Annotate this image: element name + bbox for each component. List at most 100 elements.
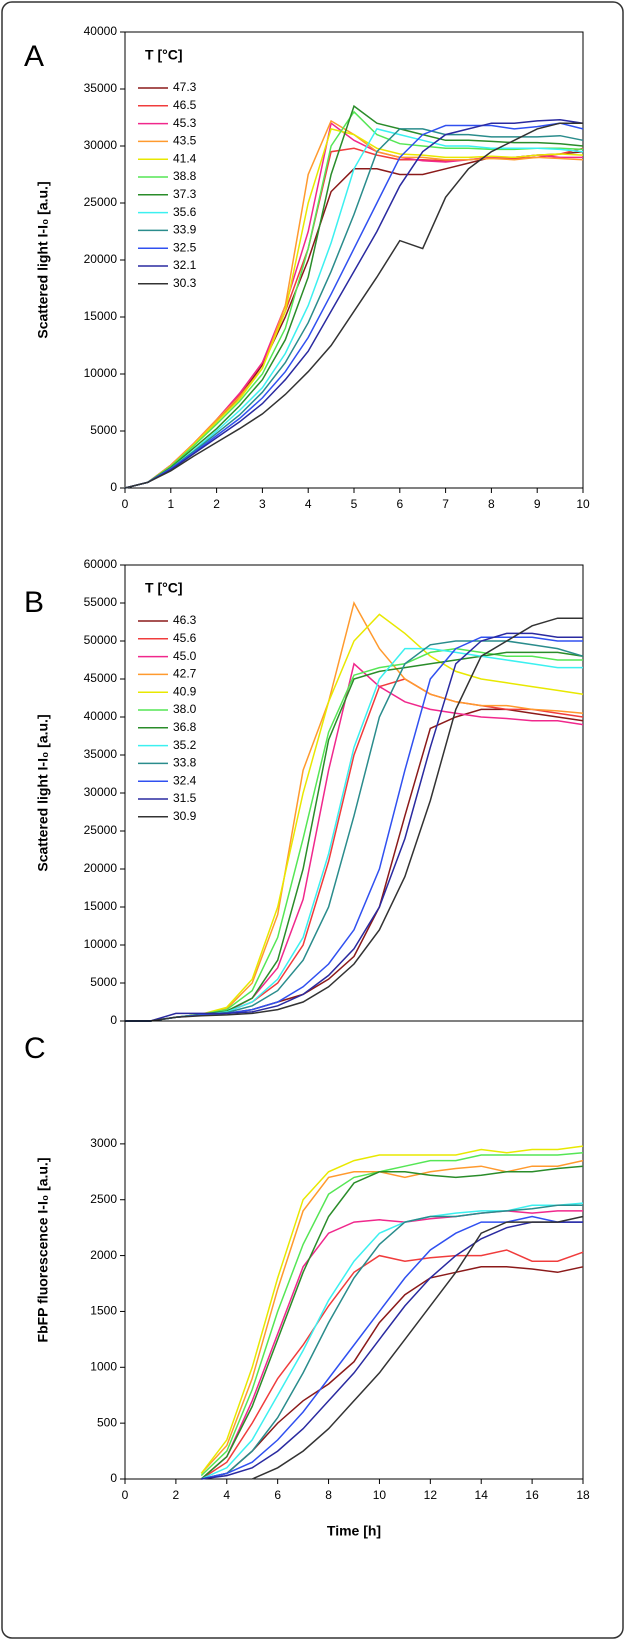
legend-label: 32.4 <box>173 773 197 787</box>
x-tick-label: 4 <box>223 1488 230 1502</box>
data-line <box>124 119 584 489</box>
legend-label: 45.3 <box>173 116 197 130</box>
data-line <box>200 1152 584 1477</box>
legend-label: 32.1 <box>173 258 197 272</box>
legend-title: T [°C] <box>145 47 182 63</box>
legend-title: T [°C] <box>145 580 182 596</box>
data-line <box>200 1249 584 1480</box>
plot-area <box>124 1020 584 1480</box>
x-tick-label: 2 <box>213 497 220 511</box>
legend-label: 46.5 <box>173 98 197 112</box>
x-tick-label: 2 <box>173 1488 180 1502</box>
x-tick-label: 14 <box>475 1488 489 1502</box>
legend-label: 38.0 <box>173 702 197 716</box>
data-line <box>124 128 584 489</box>
y-tick-label: 25000 <box>84 195 118 209</box>
y-tick-label: 10000 <box>84 366 118 380</box>
x-tick-label: 4 <box>305 497 312 511</box>
x-tick-label: 5 <box>351 497 358 511</box>
x-tick-label: 16 <box>525 1488 539 1502</box>
y-tick-label: 30000 <box>84 785 118 799</box>
y-tick-label: 30000 <box>84 138 118 152</box>
x-tick-label: 8 <box>488 497 495 511</box>
legend-label: 35.2 <box>173 738 197 752</box>
y-tick-label: 10000 <box>84 937 118 951</box>
data-line <box>201 1221 583 1480</box>
data-line <box>200 1210 583 1480</box>
legend-label: 35.6 <box>173 205 197 219</box>
panel-label: B <box>24 586 44 619</box>
data-line <box>125 617 583 1022</box>
x-tick-label: 18 <box>576 1488 590 1502</box>
y-tick-label: 3000 <box>90 1136 117 1150</box>
y-tick-label: 40000 <box>84 24 118 38</box>
legend-label: 31.5 <box>173 791 197 805</box>
y-tick-label: 35000 <box>84 81 118 95</box>
y-tick-label: 5000 <box>90 423 117 437</box>
x-tick-label: 1 <box>167 497 174 511</box>
y-tick-label: 40000 <box>84 709 118 723</box>
data-line <box>251 1215 584 1480</box>
data-line <box>124 128 584 489</box>
legend-label: 37.3 <box>173 187 197 201</box>
legend-label: 36.8 <box>173 720 197 734</box>
x-tick-label: 6 <box>396 497 403 511</box>
y-tick-label: 0 <box>110 1471 117 1485</box>
panel-label: C <box>24 1032 46 1065</box>
legend-label: 42.7 <box>173 667 197 681</box>
data-line <box>200 1202 584 1480</box>
y-axis-label: FbFP fluorescence I-I₀ [a.u.] <box>35 1158 51 1343</box>
legend-label: 30.9 <box>173 809 197 823</box>
y-tick-label: 60000 <box>84 557 118 571</box>
y-tick-label: 0 <box>110 1013 117 1027</box>
data-line <box>200 1165 584 1480</box>
x-tick-label: 3 <box>259 497 266 511</box>
x-tick-label: 7 <box>442 497 449 511</box>
legend-label: 46.3 <box>173 613 197 627</box>
x-tick-label: 9 <box>534 497 541 511</box>
y-tick-label: 15000 <box>84 309 118 323</box>
x-tick-label: 10 <box>576 497 590 511</box>
y-tick-label: 20000 <box>84 861 118 875</box>
data-line <box>201 1204 583 1480</box>
data-line <box>124 122 584 489</box>
y-tick-label: 25000 <box>84 823 118 837</box>
y-tick-label: 45000 <box>84 671 118 685</box>
data-line <box>124 128 584 489</box>
y-tick-label: 1500 <box>90 1304 117 1318</box>
data-line <box>200 1145 584 1474</box>
legend-label: 33.8 <box>173 756 197 770</box>
y-tick-label: 55000 <box>84 595 118 609</box>
y-tick-label: 0 <box>110 480 117 494</box>
y-tick-label: 50000 <box>84 633 118 647</box>
x-axis-label: Time [h] <box>327 1523 381 1539</box>
data-line <box>124 122 583 489</box>
legend-label: 38.8 <box>173 169 197 183</box>
x-tick-label: 12 <box>424 1488 438 1502</box>
y-tick-label: 2500 <box>90 1192 117 1206</box>
panel-label: A <box>24 40 44 73</box>
y-tick-label: 5000 <box>90 975 117 989</box>
y-tick-label: 1000 <box>90 1359 117 1373</box>
legend-label: 32.5 <box>173 240 197 254</box>
y-axis-label: Scattered light I-I₀ [a.u.] <box>35 714 51 871</box>
legend-label: 47.3 <box>173 80 197 94</box>
data-line <box>125 632 583 1022</box>
data-line <box>125 636 583 1022</box>
x-tick-label: 0 <box>122 497 129 511</box>
legend-label: 43.5 <box>173 134 197 148</box>
y-axis-label: Scattered light I-I₀ [a.u.] <box>35 181 51 338</box>
x-tick-label: 6 <box>274 1488 281 1502</box>
x-tick-label: 10 <box>373 1488 387 1502</box>
data-line <box>124 110 584 489</box>
y-tick-label: 15000 <box>84 899 118 913</box>
y-tick-label: 500 <box>97 1415 117 1429</box>
y-tick-label: 2000 <box>90 1248 117 1262</box>
y-tick-label: 20000 <box>84 252 118 266</box>
data-line <box>200 1159 584 1474</box>
legend-label: 33.9 <box>173 223 197 237</box>
legend-label: 40.9 <box>173 684 197 698</box>
legend-label: 30.3 <box>173 276 197 290</box>
legend-label: 45.6 <box>173 631 197 645</box>
